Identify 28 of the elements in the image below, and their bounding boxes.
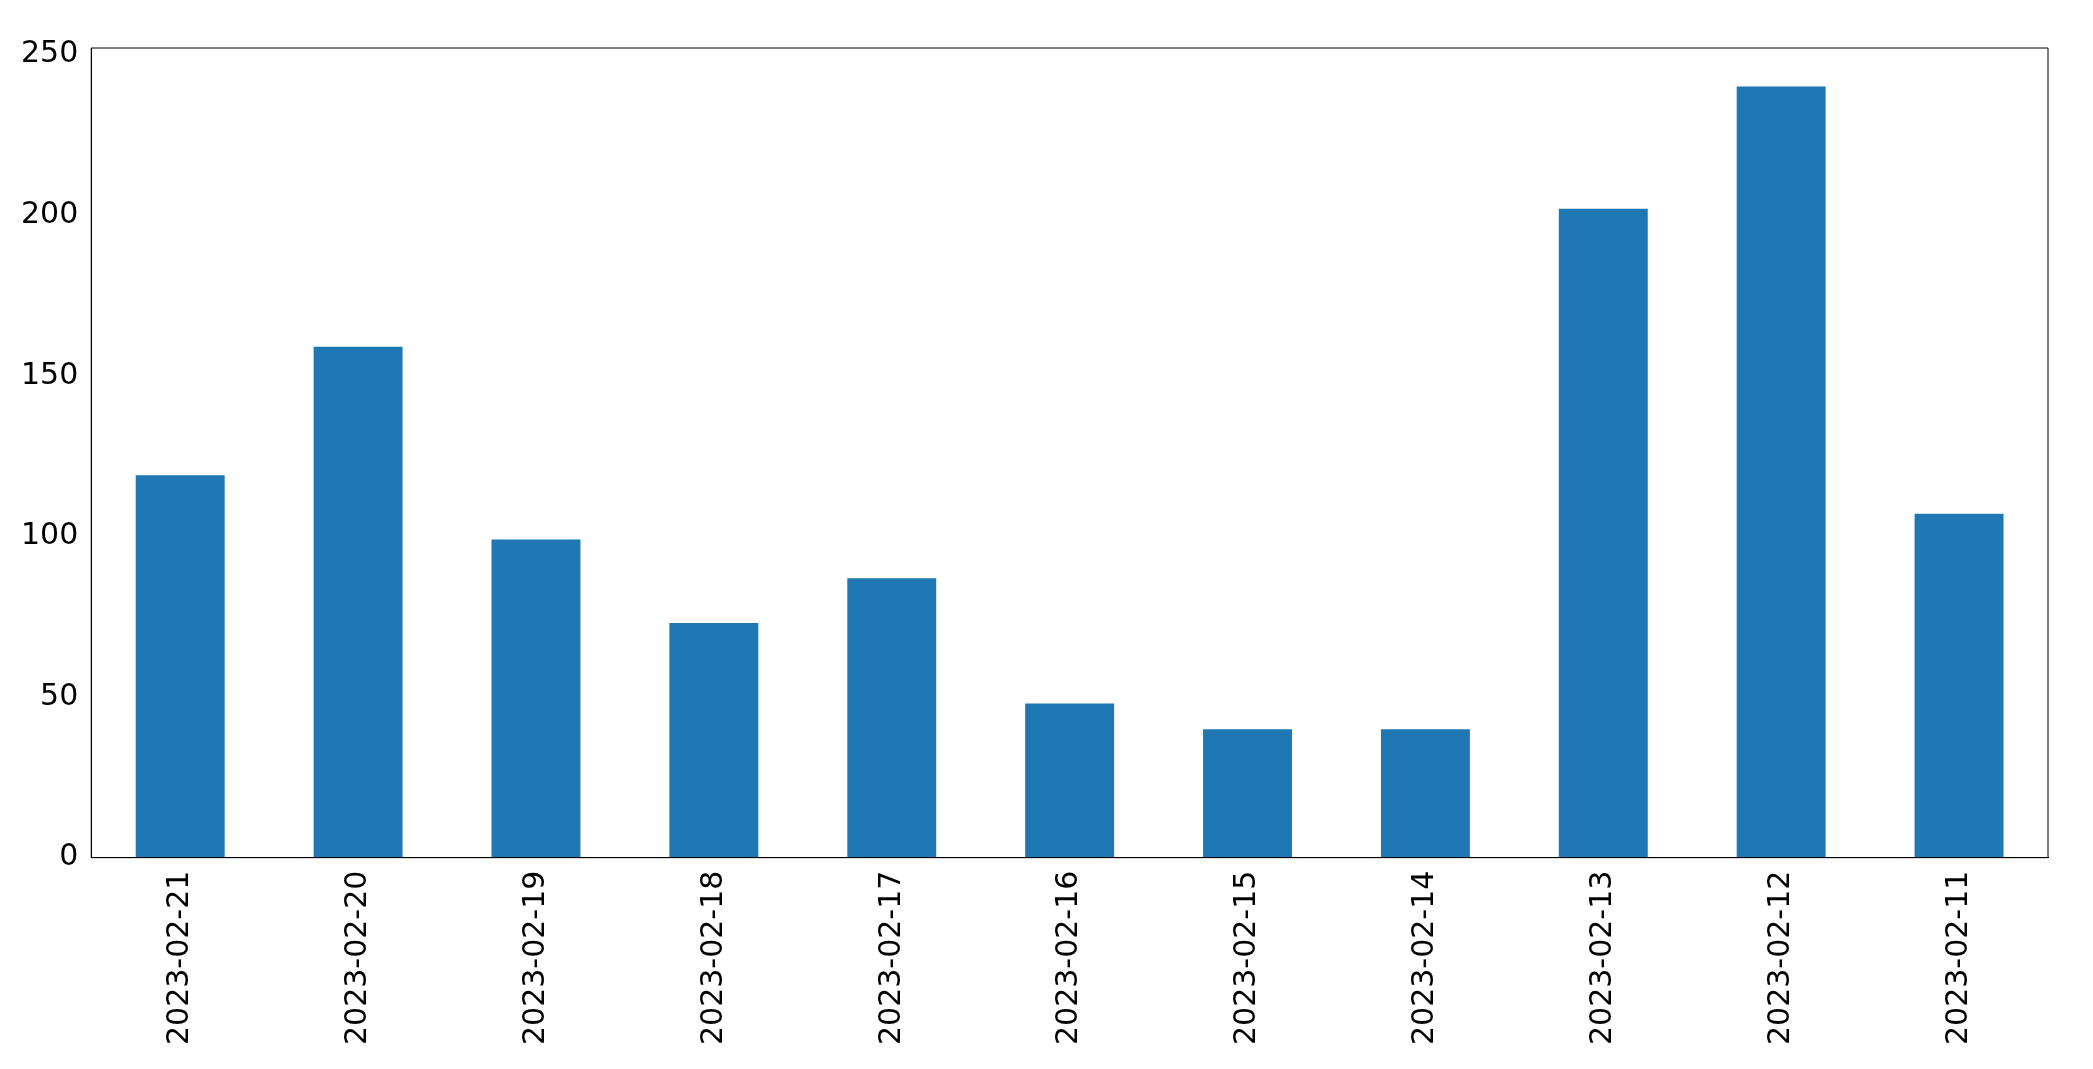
bar	[313, 346, 403, 858]
bar	[1025, 703, 1115, 858]
x-tick-label: 2023-02-18	[693, 870, 729, 1046]
bar	[1203, 729, 1292, 858]
y-tick-label: 0	[59, 837, 79, 873]
bar	[1558, 208, 1648, 858]
bar	[669, 623, 759, 858]
x-tick-label: 2023-02-15	[1227, 870, 1263, 1046]
y-tick-label: 50	[40, 676, 79, 712]
bar	[1380, 729, 1470, 858]
x-tick-label: 2023-02-20	[337, 870, 373, 1046]
y-tick-label: 250	[21, 34, 79, 70]
x-tick-label: 2023-02-21	[160, 870, 195, 1046]
bar	[135, 475, 225, 858]
bar	[847, 578, 937, 858]
y-tick-label: 100	[21, 516, 79, 552]
bar	[1914, 513, 2004, 858]
x-tick-label: 2023-02-19	[515, 870, 551, 1046]
x-tick-label: 2023-02-11	[1938, 870, 1974, 1046]
x-tick-label: 2023-02-14	[1405, 870, 1441, 1046]
x-tick-label: 2023-02-12	[1760, 870, 1796, 1046]
x-tick-label: 2023-02-13	[1583, 870, 1619, 1046]
bar	[1736, 86, 1826, 858]
y-tick-label: 200	[21, 194, 79, 230]
bar	[491, 539, 581, 858]
x-tick-label: 2023-02-17	[871, 870, 907, 1046]
y-tick-label: 150	[21, 355, 79, 391]
x-tick-label: 2023-02-16	[1049, 870, 1085, 1046]
